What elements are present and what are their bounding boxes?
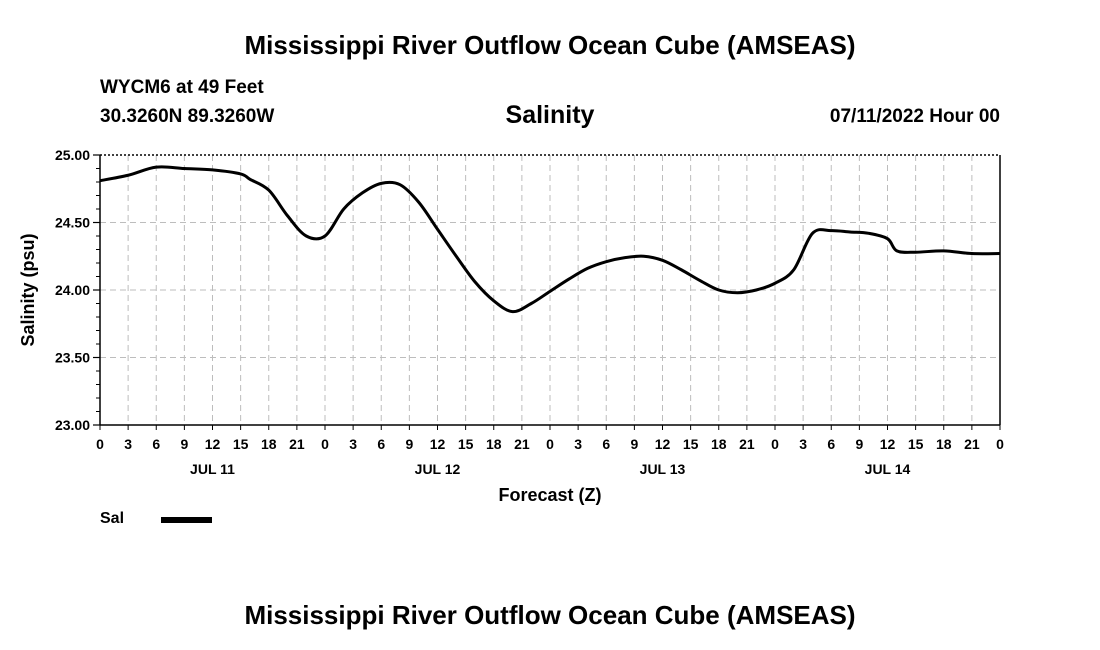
x-tick-label: 12 <box>205 436 221 452</box>
x-axis-title: Forecast (Z) <box>498 485 601 505</box>
station-label: WYCM6 at 49 Feet <box>100 77 264 98</box>
y-tick-label: 23.00 <box>55 417 90 433</box>
x-tick-label: 21 <box>514 436 530 452</box>
y-tick-label: 23.50 <box>55 350 90 366</box>
legend-label: Sal <box>100 510 125 527</box>
day-label: JUL 14 <box>865 461 911 477</box>
x-tick-label: 0 <box>321 436 329 452</box>
footer-title: Mississippi River Outflow Ocean Cube (AM… <box>244 600 856 630</box>
legend-line-swatch <box>161 517 212 523</box>
x-tick-label: 21 <box>289 436 305 452</box>
x-tick-label: 6 <box>602 436 610 452</box>
y-tick-label: 24.00 <box>55 282 90 298</box>
forecast-datetime: 07/11/2022 Hour 00 <box>829 106 1000 127</box>
x-tick-label: 9 <box>630 436 638 452</box>
x-tick-label: 3 <box>349 436 357 452</box>
x-tick-label: 6 <box>152 436 160 452</box>
x-tick-label: 9 <box>855 436 863 452</box>
x-tick-label: 15 <box>233 436 249 452</box>
y-axis-title: Salinity (psu) <box>18 233 38 346</box>
x-tick-label: 0 <box>996 436 1004 452</box>
y-tick-label: 24.50 <box>55 215 90 231</box>
coordinates-label: 30.3260N 89.3260W <box>100 106 275 127</box>
x-tick-label: 9 <box>405 436 413 452</box>
y-tick-label: 25.00 <box>55 147 90 163</box>
x-tick-label: 12 <box>880 436 896 452</box>
series-line-sal <box>99 165 1001 314</box>
x-tick-label: 3 <box>574 436 582 452</box>
x-tick-label: 12 <box>655 436 671 452</box>
main-title: Mississippi River Outflow Ocean Cube (AM… <box>244 30 856 60</box>
x-tick-label: 3 <box>124 436 132 452</box>
x-tick-label: 9 <box>180 436 188 452</box>
x-tick-label: 18 <box>261 436 277 452</box>
x-tick-label: 18 <box>711 436 727 452</box>
x-tick-label: 18 <box>936 436 952 452</box>
x-tick-label: 6 <box>827 436 835 452</box>
chart-title: Salinity <box>505 101 595 129</box>
x-tick-label: 15 <box>683 436 699 452</box>
x-tick-label: 6 <box>377 436 385 452</box>
day-label: JUL 13 <box>640 461 686 477</box>
x-tick-label: 21 <box>739 436 755 452</box>
x-tick-label: 15 <box>908 436 924 452</box>
x-tick-label: 12 <box>430 436 446 452</box>
x-tick-label: 21 <box>964 436 980 452</box>
day-label: JUL 11 <box>190 461 235 477</box>
x-tick-label: 0 <box>96 436 104 452</box>
x-tick-label: 0 <box>546 436 554 452</box>
x-tick-label: 0 <box>771 436 779 452</box>
x-tick-label: 18 <box>486 436 502 452</box>
x-tick-label: 3 <box>799 436 807 452</box>
day-label: JUL 12 <box>415 461 461 477</box>
x-tick-label: 15 <box>458 436 474 452</box>
